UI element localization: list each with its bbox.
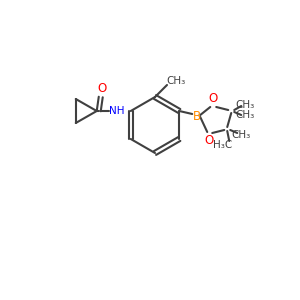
Text: NH: NH [109, 106, 124, 116]
Text: H₃C: H₃C [213, 140, 232, 150]
Text: CH₃: CH₃ [167, 76, 186, 86]
Text: B: B [193, 110, 201, 122]
Text: O: O [97, 82, 106, 95]
Text: CH₃: CH₃ [232, 130, 251, 140]
Text: CH₃: CH₃ [236, 100, 255, 110]
Text: O: O [208, 92, 218, 106]
Text: CH₃: CH₃ [236, 110, 255, 120]
Text: O: O [205, 134, 214, 148]
